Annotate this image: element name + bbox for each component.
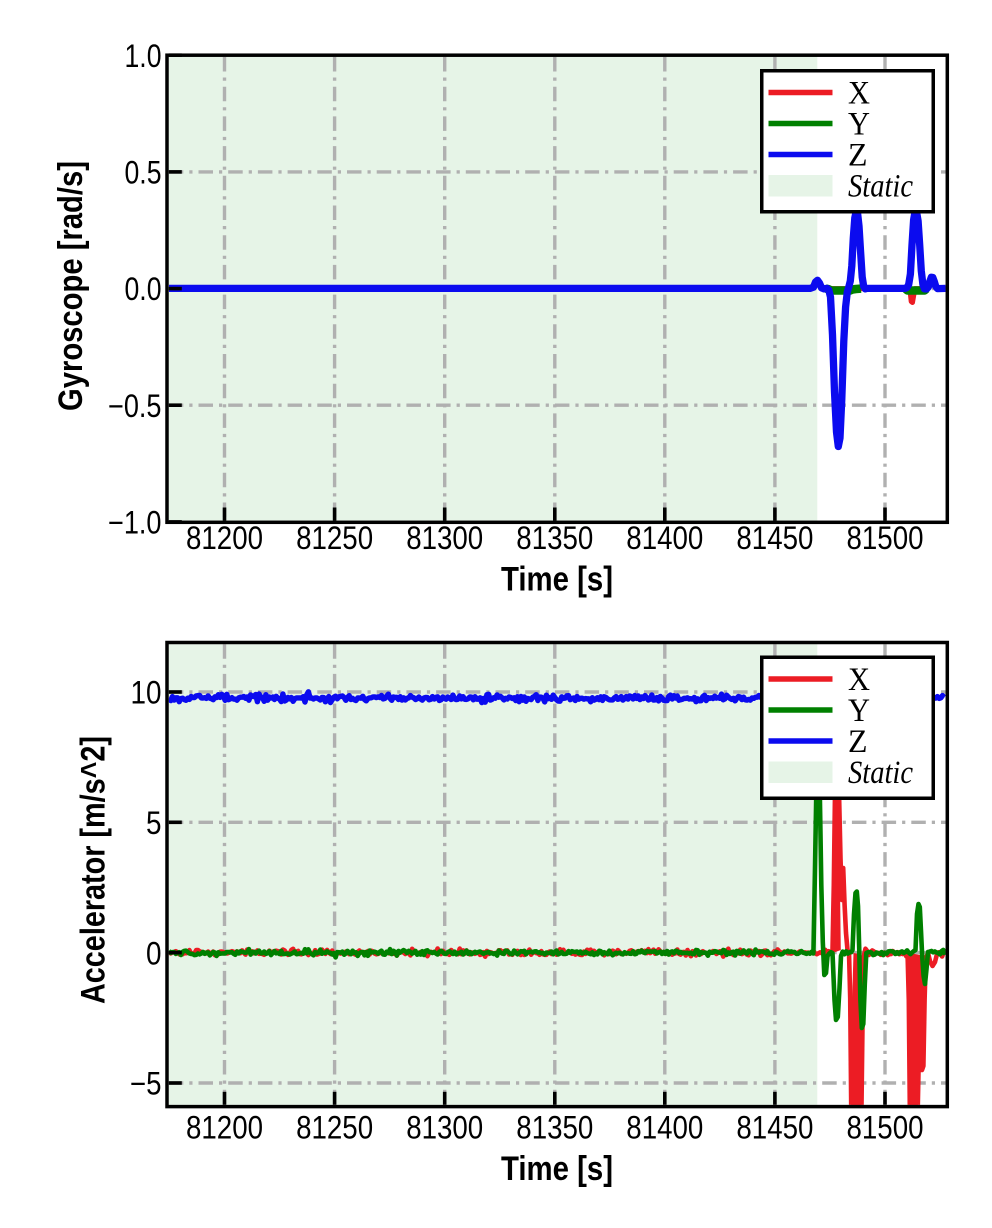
svg-text:10: 10 [131, 675, 162, 711]
svg-text:81350: 81350 [516, 520, 593, 556]
svg-text:81300: 81300 [406, 1110, 483, 1146]
svg-text:81250: 81250 [296, 1110, 373, 1146]
svg-text:Y: Y [848, 693, 870, 729]
svg-text:81200: 81200 [186, 520, 263, 556]
svg-text:Y: Y [848, 107, 870, 143]
svg-text:81400: 81400 [626, 520, 703, 556]
svg-text:Z: Z [848, 138, 868, 174]
svg-text:5: 5 [146, 805, 162, 841]
svg-text:X: X [848, 662, 870, 698]
svg-text:0.0: 0.0 [125, 271, 162, 307]
svg-text:81450: 81450 [736, 520, 813, 556]
svg-text:0.5: 0.5 [125, 155, 162, 191]
svg-text:81400: 81400 [626, 1110, 703, 1146]
svg-text:Gyroscope [rad/s]: Gyroscope [rad/s] [52, 161, 90, 411]
svg-text:X: X [848, 76, 870, 112]
svg-text:81450: 81450 [736, 1110, 813, 1146]
svg-text:81350: 81350 [516, 1110, 593, 1146]
svg-text:Time [s]: Time [s] [501, 1150, 613, 1188]
svg-text:0: 0 [146, 935, 162, 971]
svg-text:81500: 81500 [847, 520, 924, 556]
svg-text:81500: 81500 [847, 1110, 924, 1146]
svg-text:−5: −5 [130, 1066, 162, 1102]
svg-text:Static: Static [848, 169, 913, 205]
svg-text:81300: 81300 [406, 520, 483, 556]
svg-text:Z: Z [848, 724, 868, 760]
svg-text:1.0: 1.0 [125, 38, 162, 74]
svg-text:Static: Static [848, 755, 913, 791]
svg-text:−0.5: −0.5 [108, 388, 162, 424]
svg-text:−1.0: −1.0 [108, 505, 162, 541]
svg-text:Accelerator [m/s^2]: Accelerator [m/s^2] [74, 736, 112, 1004]
svg-text:Time [s]: Time [s] [501, 561, 613, 599]
svg-text:81200: 81200 [186, 1110, 263, 1146]
svg-text:81250: 81250 [296, 520, 373, 556]
